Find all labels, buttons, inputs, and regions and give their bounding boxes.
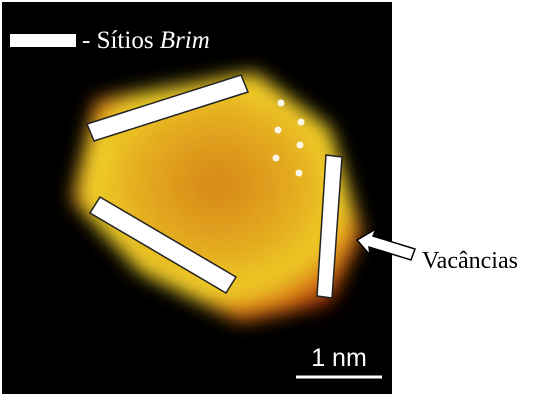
scale-label: 1 nm [311,344,367,372]
annotation: Vacâncias [422,248,518,274]
legend: - Sítios Brim [82,27,210,54]
figure: - Sítios Brim 1 nm Vacâncias [0,0,560,394]
legend-text: - Sítios [82,27,154,54]
legend-italic: Brim [160,27,210,54]
legend-swatch [10,34,76,47]
